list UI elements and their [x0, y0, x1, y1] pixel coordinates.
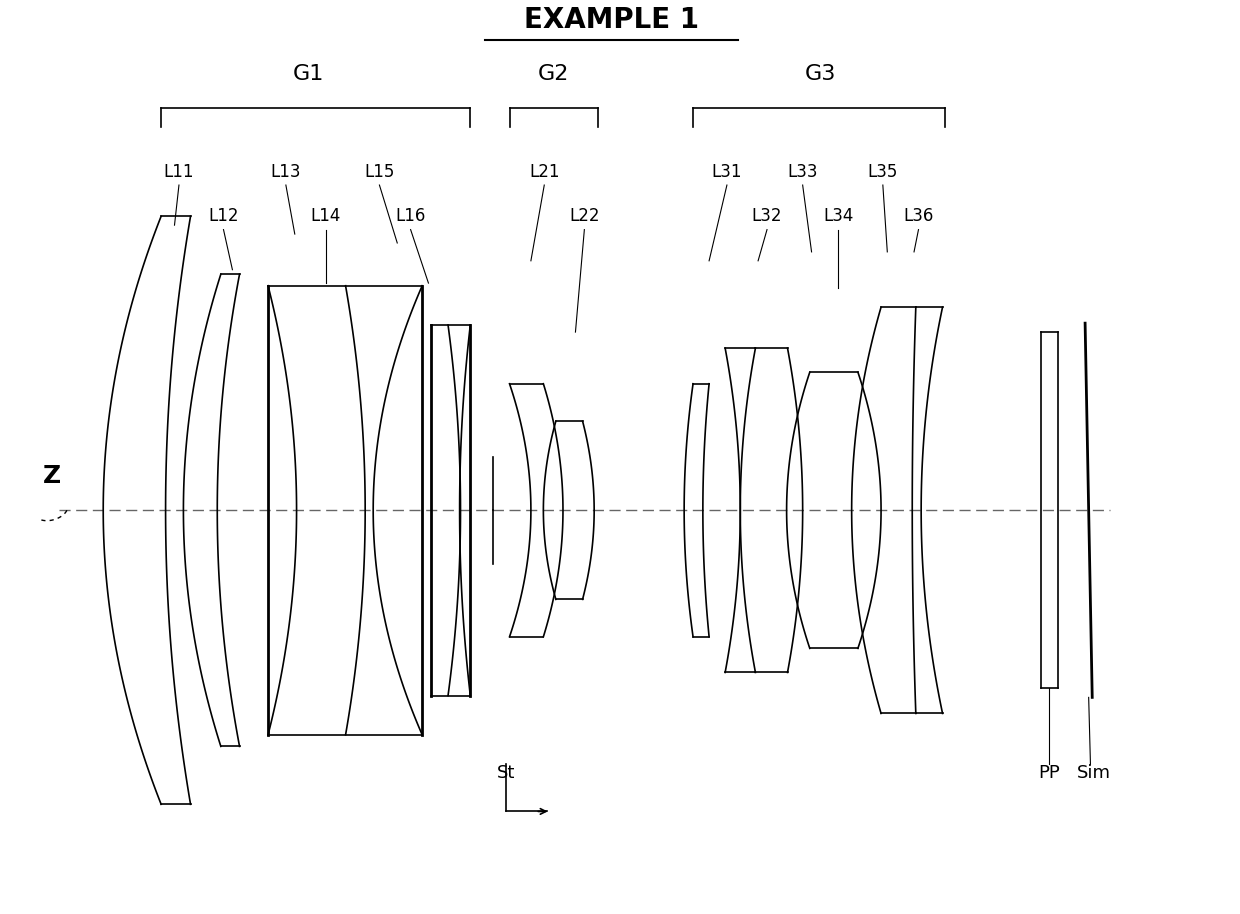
Text: L21: L21 [529, 163, 559, 181]
Text: G2: G2 [537, 64, 569, 84]
Text: EXAMPLE 1: EXAMPLE 1 [523, 5, 698, 34]
Text: L35: L35 [868, 163, 898, 181]
Text: L22: L22 [569, 207, 600, 225]
Text: L15: L15 [365, 163, 394, 181]
Text: L31: L31 [712, 163, 743, 181]
Text: G3: G3 [805, 64, 836, 84]
Text: L13: L13 [270, 163, 301, 181]
Text: Z: Z [42, 464, 61, 488]
Text: Sim: Sim [1078, 764, 1111, 782]
Text: L32: L32 [751, 207, 782, 225]
Text: St: St [497, 764, 515, 782]
Text: L11: L11 [164, 163, 195, 181]
Text: L36: L36 [903, 207, 934, 225]
Text: L33: L33 [787, 163, 818, 181]
Text: L14: L14 [311, 207, 341, 225]
Text: PP: PP [1039, 764, 1060, 782]
Text: G1: G1 [293, 64, 324, 84]
Text: L12: L12 [208, 207, 239, 225]
Text: L16: L16 [396, 207, 425, 225]
Text: L34: L34 [823, 207, 853, 225]
